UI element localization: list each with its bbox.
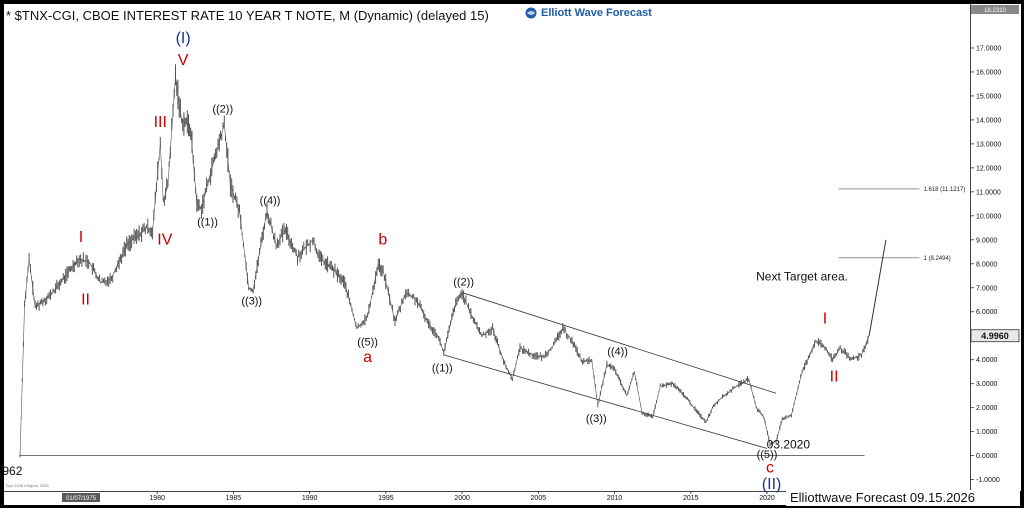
wave-label: 03.2020 [767,437,811,451]
wave-label: ((2)) [453,276,474,288]
x-tick-label: 2015 [683,495,699,502]
x-tick-label: 2005 [531,495,547,502]
wave-label: V [178,52,189,69]
brand-logo: Elliott Wave Forecast [525,7,652,19]
date-box-label: 01/07/1975 [66,496,97,502]
wave-label: I [823,311,827,328]
wave-label: (II) [762,476,782,493]
x-tick-labels: 1980 1985 1990 1995 2000 2005 2010 2015 2020 [149,491,775,502]
x-tick-label: 2010 [607,495,623,502]
wave-label: (I) [176,30,191,47]
fib-level-label: 1 (8.2494) [923,256,950,262]
plot-area[interactable] [4,4,970,491]
fib-level-label: 1.618 (11.1217) [923,187,965,193]
y-tick-label: 12.0000 [976,165,1001,172]
wave-label: ((4)) [260,195,281,207]
footer-caption: Elliottwave Forecast 09.15.2026 [786,490,1020,506]
last-price-box [970,329,1020,343]
projection-line [868,239,887,336]
globe-icon [525,7,537,19]
price-series [19,64,870,458]
wave-label: II [81,292,90,309]
x-axis[interactable] [4,491,970,505]
wave-labels: (I)VIIIIVIII((2))((1))((4))((3))b((5))a(… [2,30,848,493]
y-tick-label: 4.0000 [976,357,998,364]
y-tick-label: 6.0000 [976,309,998,316]
wave-label: I [79,229,83,246]
y-tick-label: 13.0000 [976,141,1001,148]
wave-label: c [766,459,774,476]
y-tick-label: 10.0000 [976,213,1001,220]
date-box [62,493,100,502]
y-tick-label: -1.0000 [976,477,1000,484]
y-tick-label: 14.0000 [976,117,1001,124]
wave-label: II [830,368,839,385]
y-tick-label: 9.0000 [976,237,998,244]
y-tick-label: 0.0000 [976,453,998,460]
wave-label: Next Target area. [756,270,848,284]
wave-label: a [363,349,372,366]
drawing-layer: 1.618 (11.1217) 1 (8.2494) [20,187,965,457]
wave-label: 962 [2,464,22,478]
top-price-label: 18.2310 [984,8,1006,14]
y-tick-label: 8.0000 [976,261,998,268]
wave-label: ((2)) [212,104,233,116]
x-tick-label: 1990 [302,495,318,502]
x-tick-label: 2000 [454,495,470,502]
price-bars [19,64,869,458]
wave-label: ((3)) [241,296,262,308]
last-price-label: 4.9960 [981,331,1009,341]
x-tick-label: 1980 [149,495,165,502]
wave-label: ((5)) [357,336,378,348]
price-line [19,76,870,456]
channel-line-2 [443,354,768,449]
y-tick-label: 16.0000 [976,69,1001,76]
y-tick-label: 11.0000 [976,189,1001,196]
y-tick-label: 3.0000 [976,381,998,388]
wave-label: III [154,114,167,131]
x-tick-label: 1985 [226,495,242,502]
price-boxes: 01/07/1975 18.2310 4.9960 [62,5,1020,502]
wave-label: IV [157,232,172,249]
logo-text: Elliott Wave Forecast [541,7,652,19]
copyright-text: Dyn 2026 eSignal, 2026 [6,483,49,488]
y-tick-label: 2.0000 [976,405,998,412]
y-axis[interactable] [970,4,1021,491]
wave-label: b [378,232,387,249]
wave-label: ((3)) [586,413,607,425]
y-tick-label: 7.0000 [976,285,998,292]
wave-label: ((1)) [432,363,453,375]
top-price-box [971,5,1019,14]
channel-line-1 [461,292,777,394]
x-tick-label: 2020 [759,495,775,502]
wave-label: ((5)) [757,449,778,461]
y-tick-label: 15.0000 [976,93,1001,100]
wave-label: ((1)) [197,216,218,228]
wave-label: ((4)) [607,346,628,358]
y-tick-labels: -1.00000.00001.00002.00003.00004.00005.0… [970,45,1001,484]
y-tick-label: 17.0000 [976,45,1001,52]
chart-title: * $TNX-CGI, CBOE INTEREST RATE 10 YEAR T… [6,8,489,23]
y-tick-label: 1.0000 [976,429,998,436]
x-tick-label: 1995 [378,495,394,502]
